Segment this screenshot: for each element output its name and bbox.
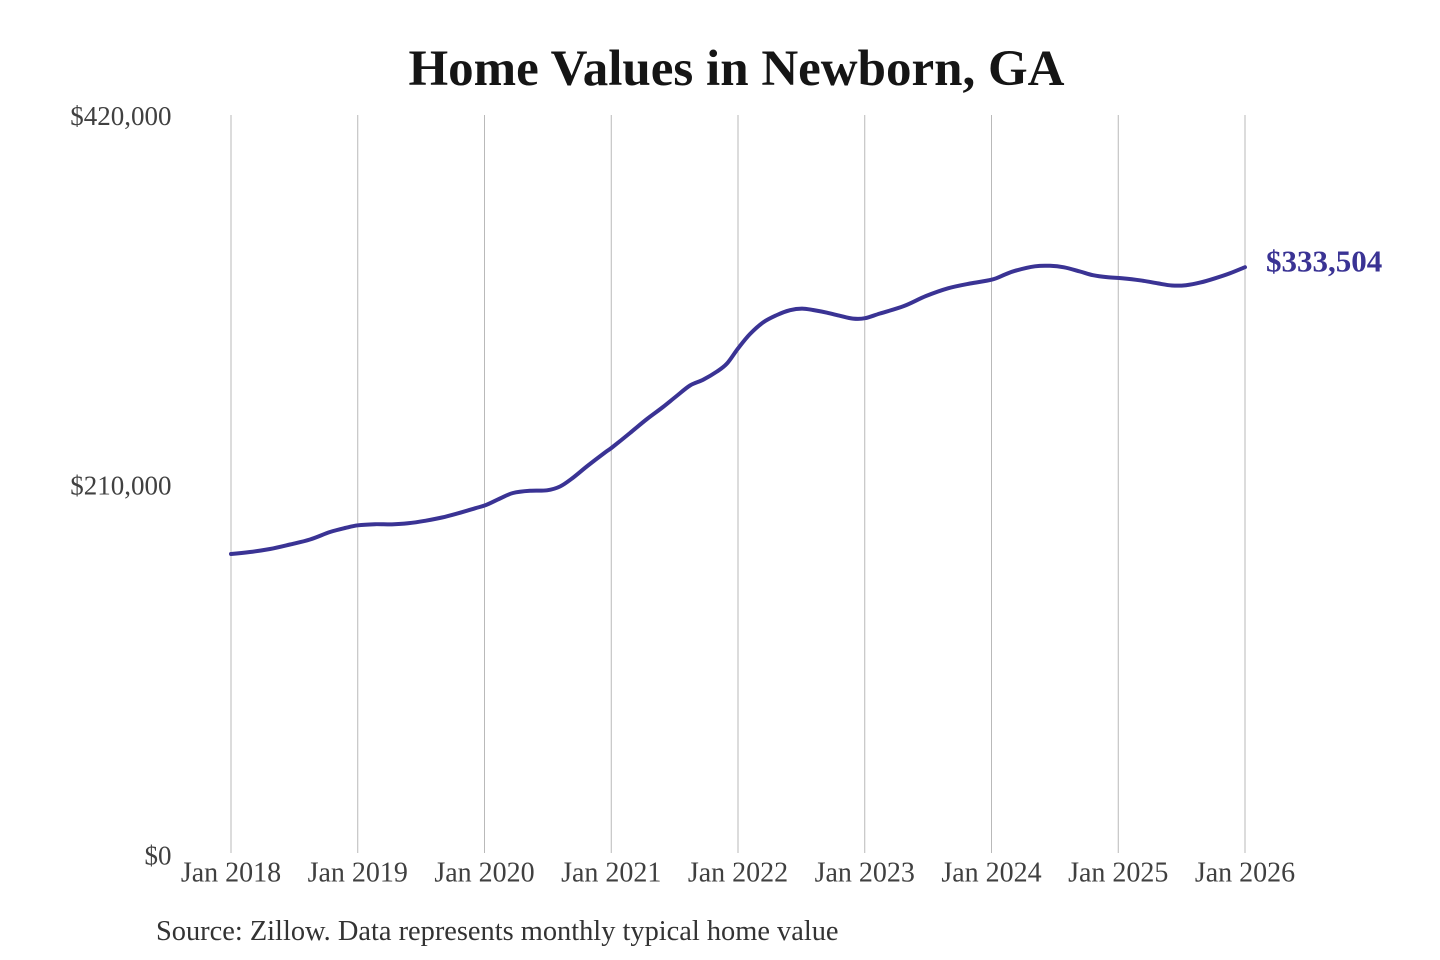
svg-text:$420,000: $420,000 xyxy=(70,101,171,131)
svg-text:Home Values in Newborn, GA: Home Values in Newborn, GA xyxy=(409,41,1065,97)
svg-text:$210,000: $210,000 xyxy=(70,470,171,500)
svg-text:Jan 2026: Jan 2026 xyxy=(1195,858,1295,889)
svg-text:$0: $0 xyxy=(145,841,172,871)
svg-text:$333,504: $333,504 xyxy=(1266,244,1382,279)
svg-text:Source: Zillow. Data represent: Source: Zillow. Data represents monthly … xyxy=(156,916,839,947)
svg-text:Jan 2020: Jan 2020 xyxy=(434,858,534,889)
svg-text:Jan 2021: Jan 2021 xyxy=(561,858,661,889)
svg-text:Jan 2018: Jan 2018 xyxy=(181,858,281,889)
svg-text:Jan 2019: Jan 2019 xyxy=(308,858,408,889)
svg-text:Jan 2022: Jan 2022 xyxy=(688,858,788,889)
svg-text:Jan 2024: Jan 2024 xyxy=(941,858,1041,889)
svg-text:Jan 2023: Jan 2023 xyxy=(815,858,915,889)
svg-text:Jan 2025: Jan 2025 xyxy=(1068,858,1168,889)
